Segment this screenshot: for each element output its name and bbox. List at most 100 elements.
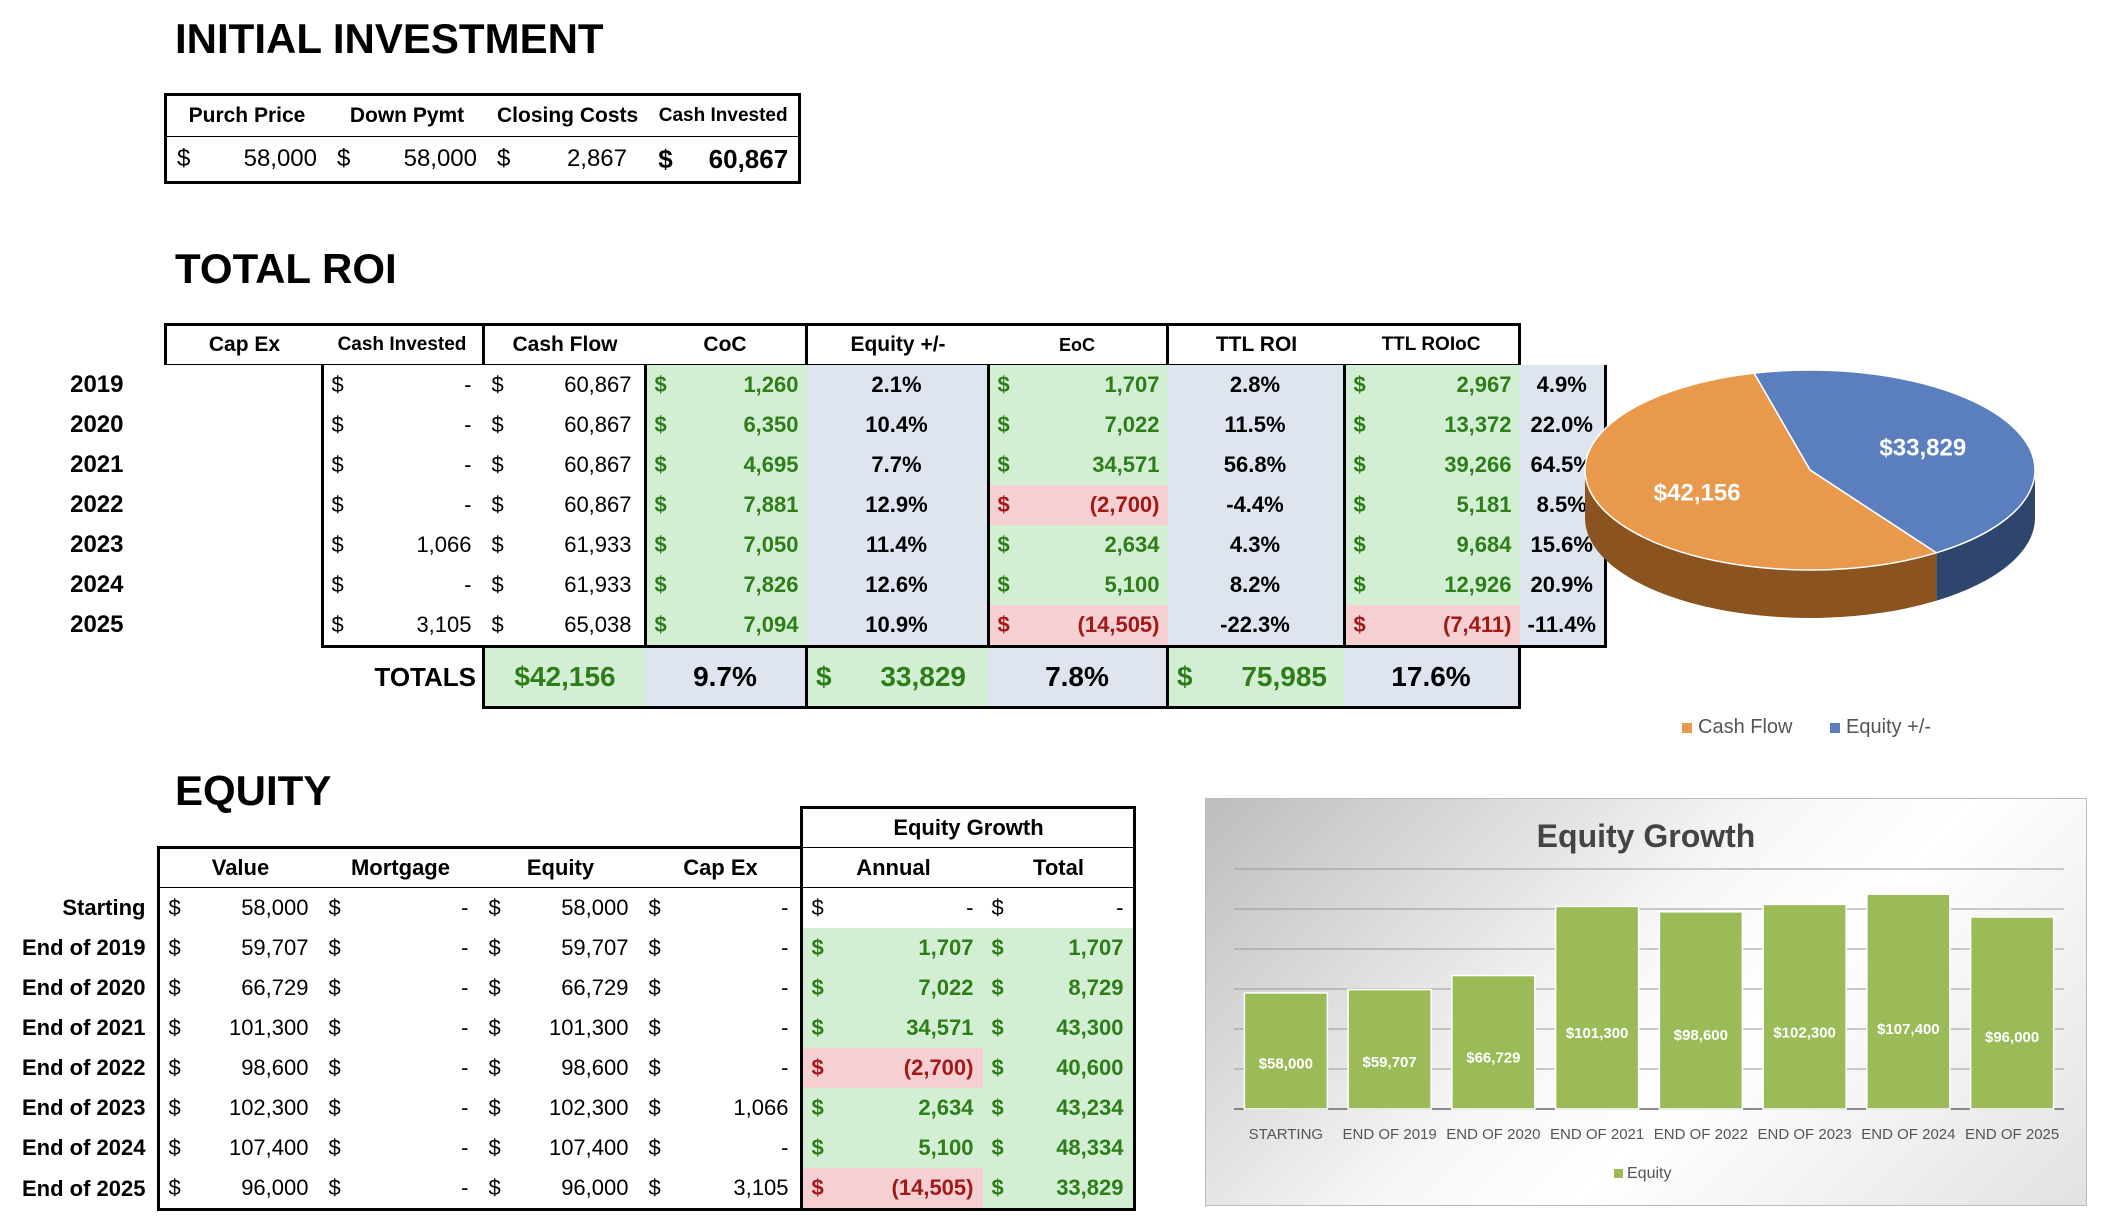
eoc-cell[interactable]: -4.4%: [1167, 485, 1344, 525]
cap-ex-cell[interactable]: $ -: [320, 405, 484, 445]
total-growth-cell[interactable]: $48,334: [983, 1128, 1137, 1168]
ttl-roioc-cell[interactable]: 22.0%: [1519, 405, 1607, 445]
value-cell[interactable]: $66,729: [157, 968, 321, 1008]
equity-change-cell[interactable]: $ (14,505): [986, 605, 1168, 648]
cap-ex-cell[interactable]: $ -: [648, 895, 789, 920]
coc-cell[interactable]: 2.1%: [806, 364, 988, 405]
cash-invested-cell[interactable]: $61,933: [491, 532, 632, 557]
annual-growth-cell[interactable]: $ -: [800, 887, 984, 928]
total-equity-change-cell[interactable]: $33,829: [805, 645, 988, 709]
cap-ex-cell[interactable]: $1,066: [320, 525, 484, 565]
value-cell[interactable]: $58,000: [157, 887, 321, 928]
ttl-roioc-cell[interactable]: 4.9%: [1519, 364, 1607, 405]
cap-ex-cell[interactable]: $ -: [320, 485, 484, 525]
cap-ex-cell[interactable]: $ -: [648, 1015, 789, 1040]
cash-invested-cell[interactable]: $60,867: [491, 372, 632, 397]
mortgage-cell[interactable]: $ -: [328, 1135, 469, 1160]
cash-flow-cell[interactable]: $6,350: [643, 405, 807, 445]
coc-cell[interactable]: 7.7%: [806, 445, 988, 485]
equity-change-cell[interactable]: $7,022: [986, 405, 1168, 445]
cash-invested-cell[interactable]: $60,867: [491, 492, 632, 517]
annual-growth-cell[interactable]: $2,634: [800, 1088, 984, 1128]
value-cell[interactable]: $98,600: [157, 1048, 321, 1088]
mortgage-cell[interactable]: $ -: [328, 1015, 469, 1040]
mortgage-cell[interactable]: $ -: [328, 1055, 469, 1080]
annual-growth-cell[interactable]: $7,022: [800, 968, 984, 1008]
ttl-roi-cell[interactable]: $39,266: [1342, 445, 1520, 485]
annual-growth-cell[interactable]: $ (2,700): [800, 1048, 984, 1088]
coc-cell[interactable]: 12.9%: [806, 485, 988, 525]
mortgage-cell[interactable]: $ -: [328, 935, 469, 960]
annual-growth-cell[interactable]: $34,571: [800, 1008, 984, 1048]
equity-change-cell[interactable]: $2,634: [986, 525, 1168, 565]
value-cell[interactable]: $102,300: [157, 1088, 321, 1128]
total-ttl-roioc-cell[interactable]: 17.6%: [1344, 645, 1521, 709]
cash-flow-cell[interactable]: $7,881: [643, 485, 807, 525]
total-growth-cell[interactable]: $8,729: [983, 968, 1137, 1008]
cap-ex-cell[interactable]: $ -: [320, 565, 484, 605]
cash-invested-cell[interactable]: $60,867: [648, 136, 800, 183]
coc-cell[interactable]: 10.9%: [806, 605, 988, 648]
cap-ex-cell[interactable]: $3,105: [320, 605, 484, 648]
equity-cell[interactable]: $102,300: [488, 1095, 629, 1120]
total-growth-cell[interactable]: $43,234: [983, 1088, 1137, 1128]
mortgage-cell[interactable]: $ -: [320, 1168, 481, 1211]
equity-change-cell[interactable]: $1,707: [986, 364, 1168, 405]
ttl-roi-cell[interactable]: $9,684: [1342, 525, 1520, 565]
cash-flow-cell[interactable]: $4,695: [643, 445, 807, 485]
eoc-cell[interactable]: 2.8%: [1167, 364, 1344, 405]
mortgage-cell[interactable]: $ -: [328, 895, 469, 920]
coc-cell[interactable]: 12.6%: [806, 565, 988, 605]
coc-cell[interactable]: 11.4%: [806, 525, 988, 565]
cash-flow-cell[interactable]: $7,826: [643, 565, 807, 605]
eoc-cell[interactable]: 4.3%: [1167, 525, 1344, 565]
ttl-roi-cell[interactable]: $ (7,411): [1342, 605, 1520, 648]
ttl-roioc-cell[interactable]: 20.9%: [1519, 565, 1607, 605]
ttl-roi-cell[interactable]: $12,926: [1342, 565, 1520, 605]
ttl-roi-cell[interactable]: $13,372: [1342, 405, 1520, 445]
value-cell[interactable]: $96,000: [157, 1168, 321, 1211]
eoc-cell[interactable]: 56.8%: [1167, 445, 1344, 485]
annual-growth-cell[interactable]: $ (14,505): [800, 1168, 984, 1211]
purch-price-cell[interactable]: $58,000: [165, 136, 327, 183]
cap-ex-cell[interactable]: $ -: [648, 1055, 789, 1080]
mortgage-cell[interactable]: $ -: [328, 975, 469, 1000]
down-pymt-cell[interactable]: $58,000: [327, 136, 487, 183]
cap-ex-cell[interactable]: $ -: [320, 445, 484, 485]
cash-invested-cell[interactable]: $60,867: [491, 412, 632, 437]
cash-invested-cell[interactable]: $65,038: [483, 605, 645, 648]
equity-cell[interactable]: $101,300: [488, 1015, 629, 1040]
total-ttl-roi-cell[interactable]: $75,985: [1166, 645, 1344, 709]
total-growth-cell[interactable]: $ -: [983, 887, 1137, 928]
cash-flow-cell[interactable]: $1,260: [643, 364, 807, 405]
equity-change-cell[interactable]: $ (2,700): [986, 485, 1168, 525]
equity-cell[interactable]: $58,000: [488, 895, 629, 920]
eoc-cell[interactable]: -22.3%: [1167, 605, 1344, 648]
ttl-roioc-cell[interactable]: -11.4%: [1519, 605, 1607, 648]
cap-ex-cell[interactable]: $1,066: [648, 1095, 789, 1120]
equity-cell[interactable]: $66,729: [488, 975, 629, 1000]
closing-costs-cell[interactable]: $2,867: [487, 136, 649, 183]
ttl-roi-cell[interactable]: $5,181: [1342, 485, 1520, 525]
cap-ex-cell[interactable]: $ -: [648, 935, 789, 960]
cap-ex-cell[interactable]: $ -: [648, 1135, 789, 1160]
equity-cell[interactable]: $107,400: [488, 1135, 629, 1160]
total-growth-cell[interactable]: $1,707: [983, 928, 1137, 968]
equity-change-cell[interactable]: $5,100: [986, 565, 1168, 605]
total-cash-flow-cell[interactable]: $42,156: [482, 645, 645, 709]
total-eoc-cell[interactable]: 7.8%: [988, 645, 1168, 709]
cap-ex-cell[interactable]: $3,105: [640, 1168, 802, 1211]
total-growth-cell[interactable]: $43,300: [983, 1008, 1137, 1048]
equity-change-cell[interactable]: $34,571: [986, 445, 1168, 485]
ttl-roi-cell[interactable]: $2,967: [1342, 364, 1520, 405]
total-growth-cell[interactable]: $33,829: [983, 1168, 1137, 1211]
eoc-cell[interactable]: 11.5%: [1167, 405, 1344, 445]
total-coc-cell[interactable]: 9.7%: [645, 645, 807, 709]
value-cell[interactable]: $101,300: [157, 1008, 321, 1048]
mortgage-cell[interactable]: $ -: [328, 1095, 469, 1120]
equity-cell[interactable]: $98,600: [488, 1055, 629, 1080]
eoc-cell[interactable]: 8.2%: [1167, 565, 1344, 605]
equity-cell[interactable]: $59,707: [488, 935, 629, 960]
cash-flow-cell[interactable]: $7,050: [643, 525, 807, 565]
total-growth-cell[interactable]: $40,600: [983, 1048, 1137, 1088]
